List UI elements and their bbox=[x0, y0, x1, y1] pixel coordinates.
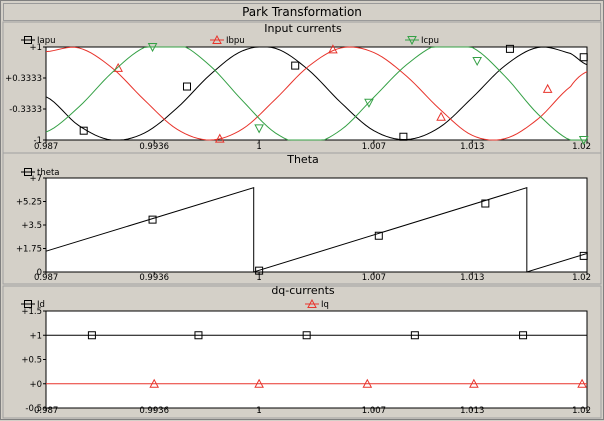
x-tick-label: 0.9936 bbox=[139, 273, 169, 283]
series-line-icpu bbox=[45, 46, 587, 141]
data-marker-ibpu bbox=[542, 83, 553, 93]
y-tick-label: +0.5 bbox=[21, 356, 42, 366]
legend-label: Id bbox=[37, 300, 45, 310]
data-marker-icpu bbox=[578, 136, 589, 146]
x-tick-label: 0.987 bbox=[34, 273, 58, 283]
data-marker-ibpu bbox=[214, 133, 225, 143]
data-marker-icpu bbox=[364, 98, 374, 108]
y-tick-label: -0.3333 bbox=[9, 105, 42, 115]
plot-area bbox=[45, 46, 588, 141]
data-marker-icpu bbox=[472, 56, 482, 67]
x-tick-label: 1 bbox=[256, 142, 261, 152]
y-tick-label: +0 bbox=[29, 380, 42, 390]
legend-marker bbox=[24, 36, 32, 44]
x-tick-label: 1.02 bbox=[572, 406, 591, 416]
data-marker-id bbox=[302, 331, 311, 340]
data-marker-iq bbox=[469, 378, 479, 388]
data-marker-iq bbox=[362, 378, 373, 388]
x-tick-label: 1 bbox=[256, 273, 261, 283]
data-marker-iapu bbox=[399, 132, 408, 141]
legend-label: Ibpu bbox=[226, 36, 245, 46]
data-marker-icpu bbox=[147, 43, 158, 53]
data-marker-ibpu bbox=[436, 111, 446, 121]
data-marker-iq bbox=[149, 378, 160, 388]
x-tick-label: 1.013 bbox=[460, 142, 484, 152]
x-tick-label: 0.9936 bbox=[139, 406, 169, 416]
y-tick-label: +1 bbox=[29, 331, 42, 341]
y-tick-label: +1.75 bbox=[16, 245, 42, 255]
data-marker-iapu bbox=[79, 126, 88, 135]
x-tick-label: 0.9936 bbox=[139, 142, 169, 152]
x-tick-label: 1.007 bbox=[362, 142, 386, 152]
data-marker-theta bbox=[579, 251, 588, 260]
data-marker-id bbox=[519, 331, 528, 340]
x-tick-label: 1.007 bbox=[362, 406, 386, 416]
y-tick-label: -0.5 bbox=[25, 404, 42, 414]
legend-marker bbox=[212, 34, 222, 44]
legend-label: Icpu bbox=[421, 36, 439, 46]
data-marker-iq bbox=[254, 378, 264, 388]
x-tick-label: 0.987 bbox=[34, 142, 58, 152]
x-tick-label: 1 bbox=[256, 406, 261, 416]
chart-title: Input currents bbox=[264, 22, 342, 35]
window-title: Park Transformation bbox=[3, 3, 601, 21]
legend-marker bbox=[24, 168, 32, 176]
data-marker-id bbox=[410, 331, 419, 340]
x-tick-label: 1.007 bbox=[362, 273, 386, 283]
plot-area bbox=[45, 177, 588, 273]
y-tick-label: -1 bbox=[34, 136, 42, 146]
series-line-theta bbox=[45, 186, 588, 273]
data-marker-iapu bbox=[291, 61, 300, 70]
legend-marker bbox=[407, 36, 417, 46]
data-marker-iapu bbox=[182, 82, 191, 91]
y-tick-label: +1 bbox=[29, 43, 42, 53]
plot-area bbox=[45, 310, 588, 409]
data-marker-iapu bbox=[579, 53, 588, 62]
y-tick-label: +0.3333 bbox=[5, 74, 42, 84]
chart-title: Theta bbox=[286, 153, 319, 166]
data-marker-ibpu bbox=[113, 62, 123, 72]
legend-label: Iq bbox=[321, 300, 329, 310]
y-tick-label: +5.25 bbox=[16, 198, 42, 208]
x-tick-label: 0.987 bbox=[34, 406, 58, 416]
y-tick-label: +1.5 bbox=[21, 307, 42, 317]
legend-marker bbox=[24, 300, 32, 308]
y-tick-label: 0 bbox=[37, 268, 42, 278]
data-marker-id bbox=[87, 331, 96, 340]
data-marker-theta bbox=[255, 266, 264, 275]
y-tick-label: +3.5 bbox=[21, 221, 42, 231]
x-tick-label: 1.013 bbox=[460, 406, 484, 416]
data-marker-iapu bbox=[505, 44, 514, 53]
data-marker-icpu bbox=[254, 124, 264, 134]
series-line-iapu bbox=[45, 46, 588, 141]
series-line-ibpu bbox=[45, 46, 588, 141]
data-marker-iq bbox=[577, 378, 587, 388]
x-tick-label: 1.02 bbox=[572, 142, 591, 152]
x-tick-label: 1.02 bbox=[572, 273, 591, 283]
x-tick-label: 1.013 bbox=[460, 273, 484, 283]
y-tick-label: +7 bbox=[29, 174, 42, 184]
data-marker-theta bbox=[481, 199, 490, 208]
legend-label: theta bbox=[37, 168, 60, 178]
data-marker-ibpu bbox=[328, 44, 338, 54]
data-marker-theta bbox=[148, 215, 157, 224]
chart-title: dq-currents bbox=[271, 284, 335, 297]
legend-marker bbox=[307, 298, 317, 308]
legend-label: Iapu bbox=[37, 36, 56, 46]
data-marker-theta bbox=[374, 231, 383, 240]
data-marker-id bbox=[194, 331, 203, 340]
